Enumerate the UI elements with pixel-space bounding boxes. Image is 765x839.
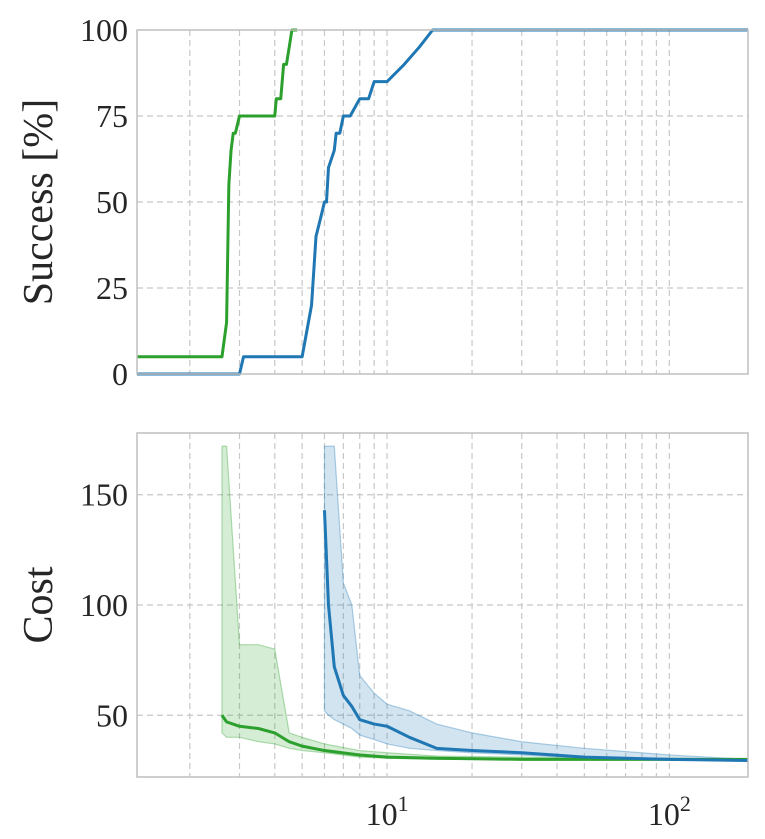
x-tick-label: 101	[366, 791, 409, 832]
y-tick-label: 100	[80, 587, 128, 623]
y-axis-label: Cost	[16, 566, 62, 643]
y-tick-label: 0	[112, 356, 128, 392]
y-tick-label: 50	[96, 184, 128, 220]
y-axis-label: Success [%]	[16, 99, 62, 305]
series-1-line	[137, 28, 748, 376]
y-tick-label: 75	[96, 98, 128, 134]
cost-panel: 50 100 150 Cost 101 102	[16, 432, 749, 832]
y-tick-label: 100	[80, 12, 128, 48]
plot-area	[220, 445, 748, 763]
x-tick-label: 102	[648, 791, 691, 832]
y-tick-label: 50	[96, 697, 128, 733]
series-1-band	[323, 445, 748, 763]
series-0-line	[137, 28, 298, 359]
plot-area	[137, 28, 748, 376]
y-tick-label: 25	[96, 270, 128, 306]
series-0-line	[220, 714, 748, 761]
axes-frame	[136, 29, 749, 375]
series-1-line	[322, 510, 748, 762]
success-panel: 0 25 50 75 100 Success [%]	[16, 12, 749, 392]
y-tick-label: 150	[80, 477, 128, 513]
axes-frame	[136, 432, 749, 778]
